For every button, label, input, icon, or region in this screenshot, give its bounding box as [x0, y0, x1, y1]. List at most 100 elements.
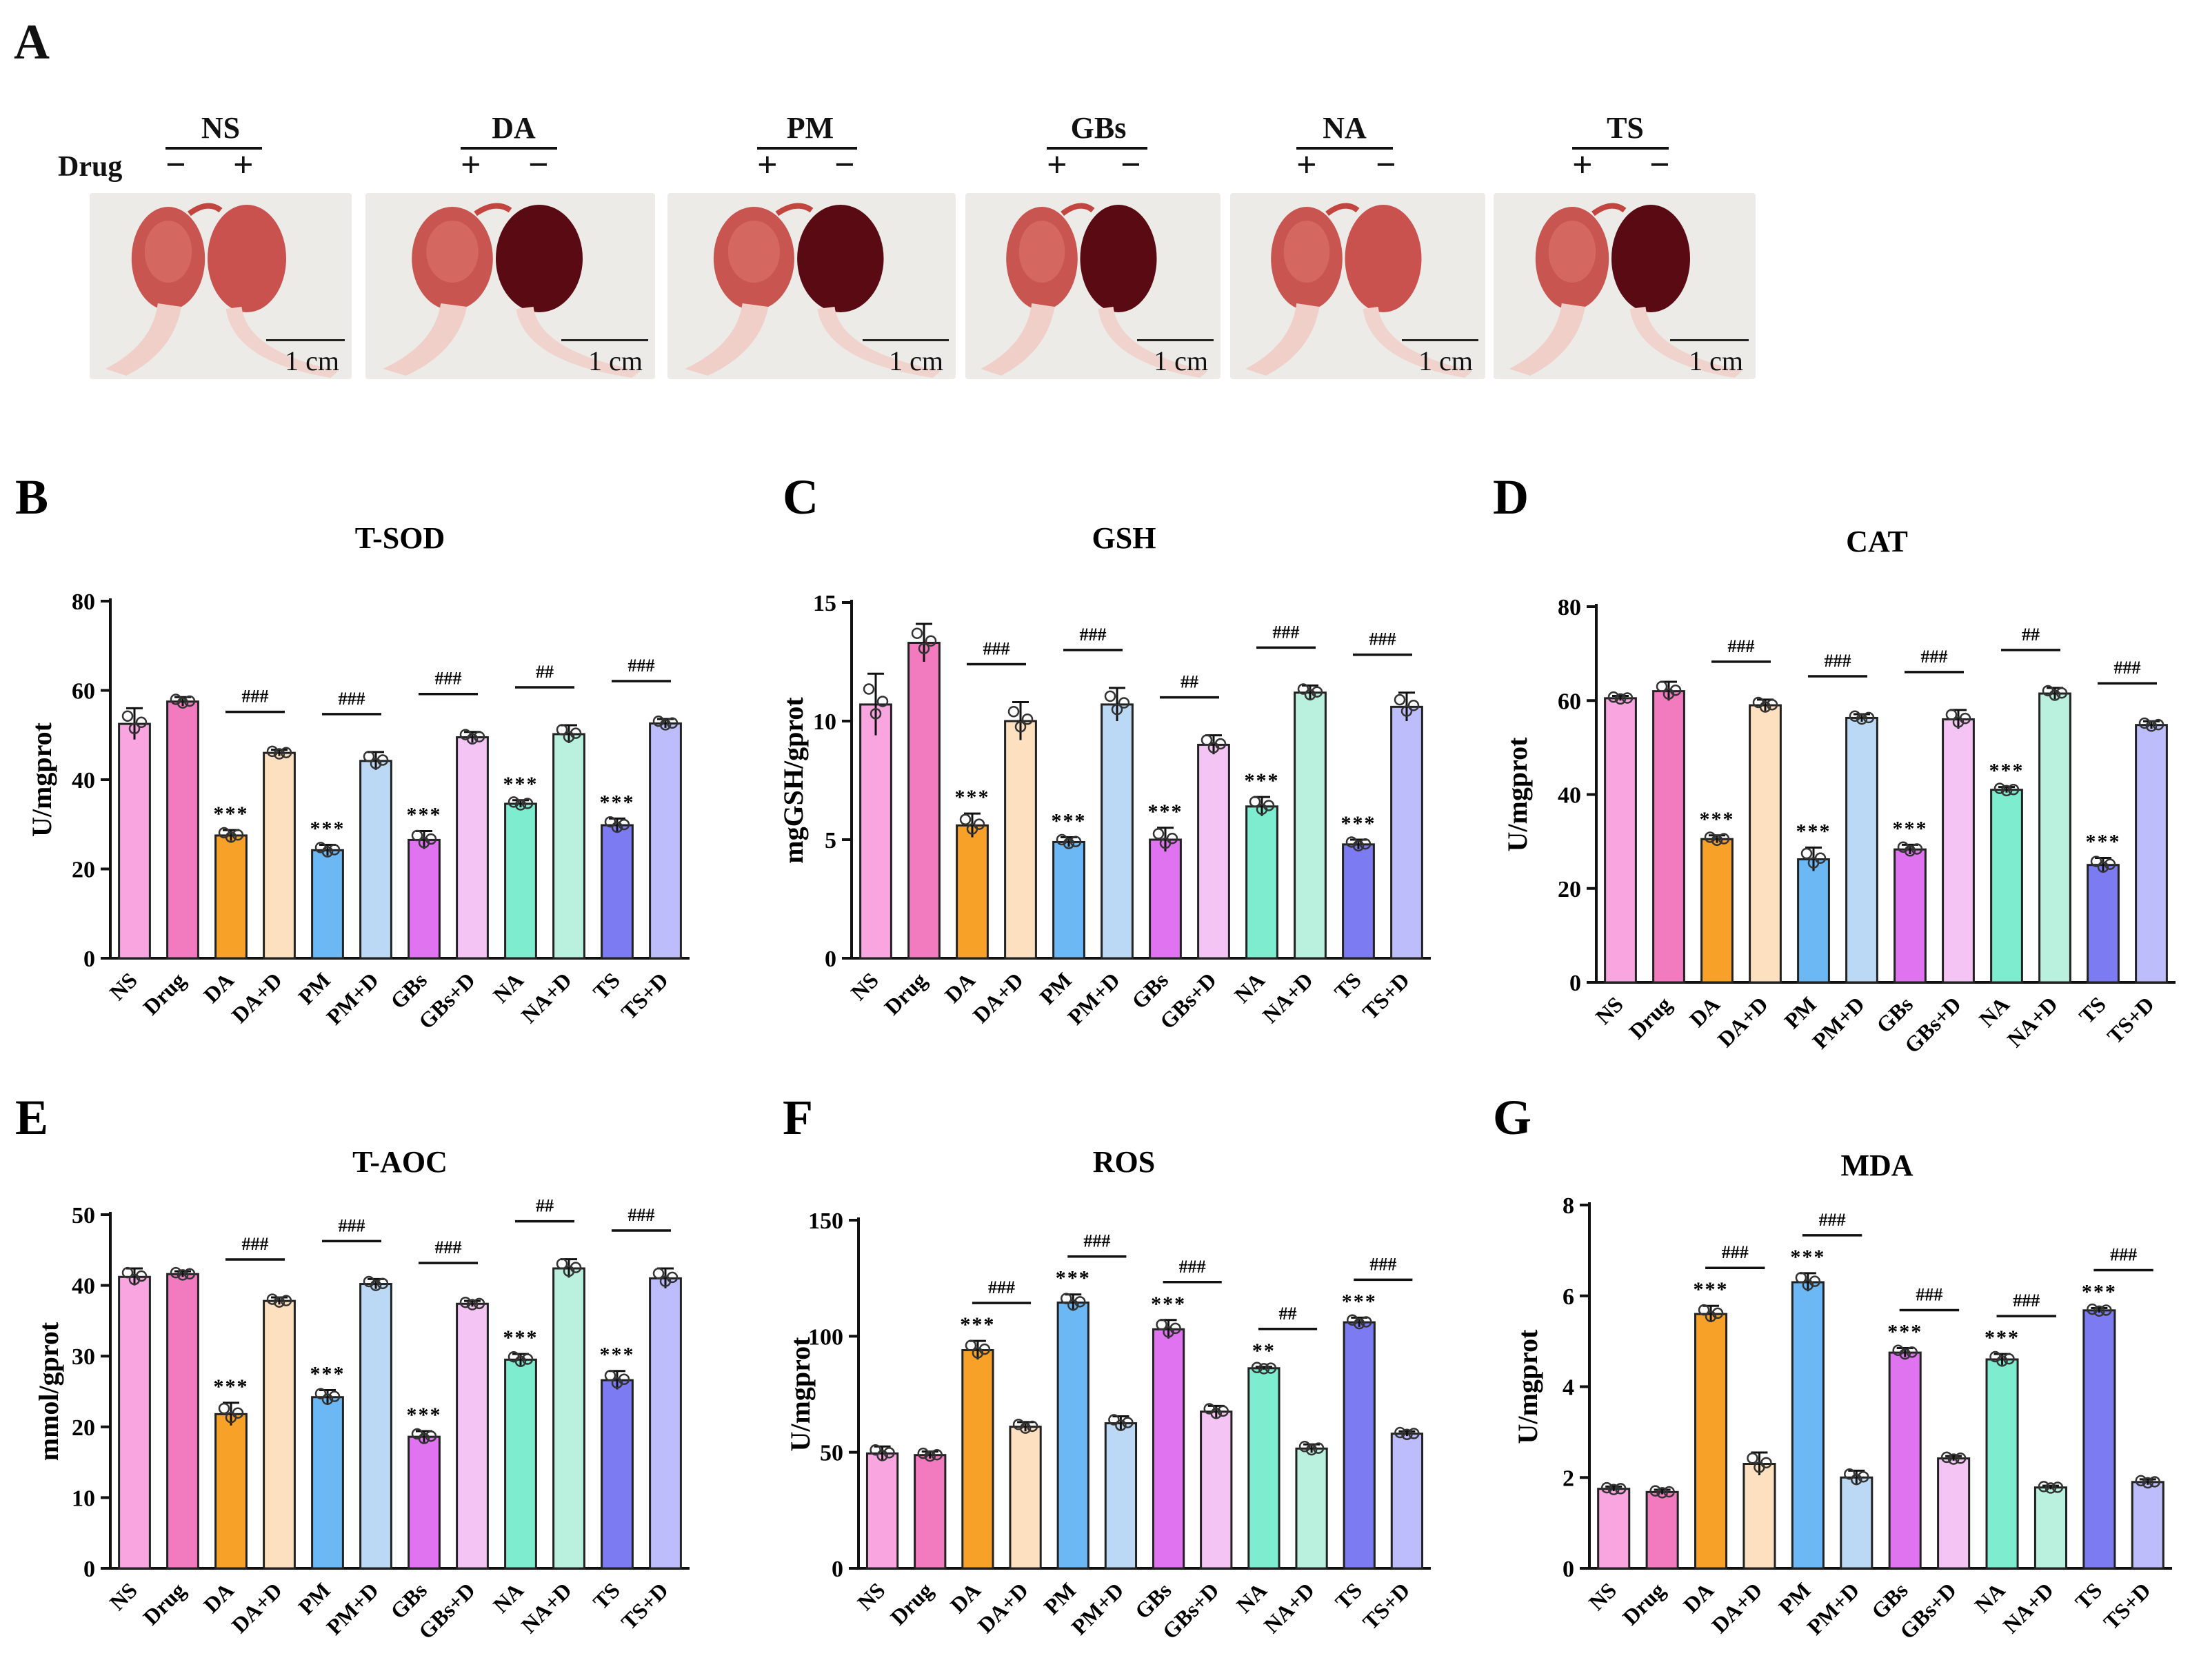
data-point: [1947, 1453, 1960, 1465]
bar-na-plus-d: [552, 1267, 585, 1570]
x-tick-label: DA+D: [1713, 991, 1773, 1051]
y-tick-label: 4: [1563, 1375, 1574, 1401]
group-underline: [165, 147, 262, 150]
x-tick-label: PM+D: [1063, 967, 1125, 1029]
significance-stars: **: [1252, 1339, 1276, 1362]
comparison-label: ##: [2022, 625, 2040, 645]
scale-label: 1 cm: [588, 345, 643, 376]
data-point: [1251, 1362, 1263, 1374]
data-point: [1063, 838, 1075, 849]
bar-na: [1990, 789, 2023, 984]
y-tick-label: 80: [1558, 595, 1581, 620]
x-tick-label: NS: [1591, 991, 1628, 1029]
y-tick-label: 80: [72, 589, 95, 615]
bar-ts: [601, 1379, 634, 1570]
bar-gbs: [1888, 1351, 1922, 1570]
bar-na-plus-d: [2038, 692, 2071, 984]
significance-stars: ***: [503, 773, 539, 796]
data-point: [376, 754, 389, 766]
bar-gbs: [1893, 848, 1927, 984]
comparison-label: ###: [1825, 651, 1851, 671]
significance-stars: ***: [1893, 817, 1928, 840]
data-point: [1663, 1486, 1675, 1498]
bar-da-plus-d: [1749, 704, 1782, 984]
drug-sign: −: [165, 145, 186, 185]
data-point: [1217, 1405, 1229, 1417]
x-tick-label: NS: [105, 1577, 142, 1615]
group-name-da: DA: [492, 111, 536, 145]
data-point: [1360, 1316, 1372, 1328]
significance-stars: ***: [214, 1375, 249, 1398]
data-point: [666, 717, 679, 729]
data-point: [1649, 1485, 1661, 1497]
data-point: [611, 821, 623, 833]
data-point: [1312, 1442, 1325, 1454]
drug-sign: −: [1376, 145, 1396, 185]
y-tick-label: 2: [1563, 1466, 1574, 1491]
data-point: [2045, 1482, 2057, 1494]
bar-pm: [311, 849, 344, 960]
comparison-label: ###: [1819, 1210, 1846, 1230]
data-point: [876, 1450, 888, 1461]
group-name-gbs: GBs: [1070, 111, 1127, 145]
data-point: [280, 1295, 292, 1306]
x-tick-label: Drug: [1618, 1577, 1670, 1630]
data-point: [1899, 1348, 1911, 1360]
data-point: [521, 1353, 534, 1365]
data-point: [1297, 683, 1309, 695]
x-tick-label: NA+D: [516, 1577, 576, 1637]
scale-bar: [1137, 339, 1214, 341]
x-tick-label: NA: [1974, 991, 2014, 1031]
data-point: [931, 1448, 943, 1461]
drug-sign: −: [834, 145, 855, 185]
x-tick-label: TS: [1330, 1577, 1367, 1614]
data-point: [2138, 717, 2151, 729]
significance-stars: ***: [1796, 820, 1831, 842]
bar-ts: [1343, 1321, 1376, 1570]
y-tick-label: 60: [72, 679, 95, 705]
comparison-label: ###: [1369, 1254, 1396, 1274]
drug-label: Drug: [58, 151, 123, 183]
x-tick-label: TS: [2070, 1577, 2107, 1614]
y-tick-label: 50: [72, 1203, 95, 1228]
data-point: [1800, 847, 1813, 860]
comparison-label: ###: [1916, 1285, 1942, 1305]
comparison-label: ###: [1179, 1257, 1206, 1277]
x-tick-label: NS: [1584, 1577, 1621, 1615]
data-point: [1809, 1275, 1821, 1287]
x-tick-label: NS: [852, 1577, 890, 1615]
scale-bar: [266, 339, 345, 341]
panel-letter: B: [15, 469, 48, 525]
y-tick-label: 100: [808, 1324, 843, 1350]
data-point: [370, 1279, 382, 1291]
x-tick-label: NA+D: [1259, 1577, 1319, 1637]
significance-stars: ***: [503, 1326, 539, 1349]
significance-stars: ***: [1056, 1267, 1091, 1290]
data-point: [618, 818, 630, 831]
bar-da: [1700, 838, 1734, 984]
data-point: [1607, 691, 1620, 703]
data-point: [266, 1293, 279, 1305]
y-tick-label: 50: [820, 1441, 843, 1466]
data-point: [1021, 713, 1034, 725]
data-point: [1760, 1457, 1772, 1469]
x-tick-label: DA: [940, 967, 980, 1007]
data-point: [1698, 1304, 1710, 1316]
bar-na-plus-d: [2033, 1486, 2067, 1570]
comparison-label: ###: [2110, 1245, 2137, 1265]
x-tick-label: NS: [846, 967, 883, 1004]
significance-stars: ***: [1700, 808, 1735, 831]
x-tick-label: NA: [488, 967, 528, 1007]
bar-da-plus-d: [1009, 1426, 1042, 1570]
bar-na: [1247, 1367, 1280, 1570]
data-point: [1795, 1272, 1807, 1284]
data-point: [2142, 1477, 2154, 1489]
scale-label: 1 cm: [285, 345, 339, 376]
data-point: [1844, 1468, 1856, 1480]
data-point: [965, 1339, 977, 1352]
x-tick-label: DA: [199, 967, 239, 1007]
comparison-label: ###: [1722, 1242, 1749, 1262]
y-tick-label: 0: [832, 1557, 843, 1582]
group-underline: [757, 147, 857, 150]
